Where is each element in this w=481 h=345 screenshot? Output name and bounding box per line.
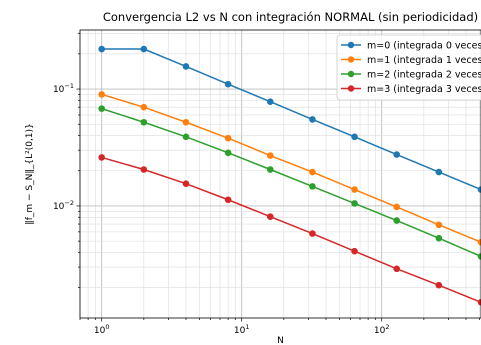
data-point [477,253,481,260]
data-point [266,166,274,173]
data-point [140,103,148,111]
data-point [435,221,443,229]
legend-label: m=1 (integrada 1 veces) [367,55,481,66]
legend-label: m=0 (integrada 0 veces) [367,41,481,52]
data-point [182,133,190,141]
legend-marker [347,56,355,63]
data-point [393,265,401,273]
data-point [266,98,274,105]
data-point [309,168,316,176]
x-tick-label: 100 [94,323,110,336]
series-3 [98,154,481,306]
data-point [182,63,190,70]
data-point [140,118,148,126]
series-line [101,107,481,258]
x-tick-label: 102 [374,323,390,336]
data-point [98,91,105,98]
data-point [477,186,481,193]
data-point [182,118,190,126]
data-point [266,152,274,159]
y-tick-label: 10−2 [53,199,74,212]
data-point [140,166,148,173]
x-axis-label: N [277,336,284,345]
data-point [393,217,401,224]
series-layer [98,45,481,306]
y-axis-label: ‖f_m − S_N‖_{L²(0,1)} [25,123,35,225]
data-point [224,149,232,157]
data-point [435,281,443,289]
data-point [351,186,358,193]
chart-title: Convergencia L2 vs N con integración NOR… [103,10,478,24]
legend-label: m=2 (integrada 2 veces) [367,70,481,81]
data-point [477,298,481,306]
axis-ticks: 100 101 102 10−1 10−2 [53,32,480,336]
data-point [140,45,148,53]
series-line [101,156,481,303]
data-point [309,183,316,190]
data-point [224,80,232,88]
data-point [266,213,274,220]
data-point [224,134,232,142]
legend-marker [347,70,355,78]
series-2 [98,105,481,260]
data-point [98,45,105,53]
legend-label: m=3 (integrada 3 veces) [367,84,481,95]
legend-box [336,34,481,101]
series-1 [98,91,481,246]
y-tick-label: 10−1 [53,82,74,95]
legend: m=0 (integrada 0 veces) m=1 (integrada 1 … [336,34,481,101]
data-point [477,238,481,246]
plot-area-frame [79,29,481,319]
series-line [101,93,481,243]
data-point [435,168,443,176]
data-point [98,105,105,112]
data-point [435,234,443,242]
data-point [393,203,401,211]
data-point [224,196,232,204]
data-point [393,151,401,158]
data-point [351,200,358,207]
series-line [101,48,481,191]
data-point [351,133,358,141]
data-point [182,180,190,187]
legend-marker [347,85,355,92]
data-point [351,247,358,255]
x-tick-label: 101 [234,323,250,336]
data-point [309,230,316,237]
legend-marker [347,41,355,49]
series-0 [98,45,481,193]
data-point [309,116,316,123]
data-point [98,154,105,161]
